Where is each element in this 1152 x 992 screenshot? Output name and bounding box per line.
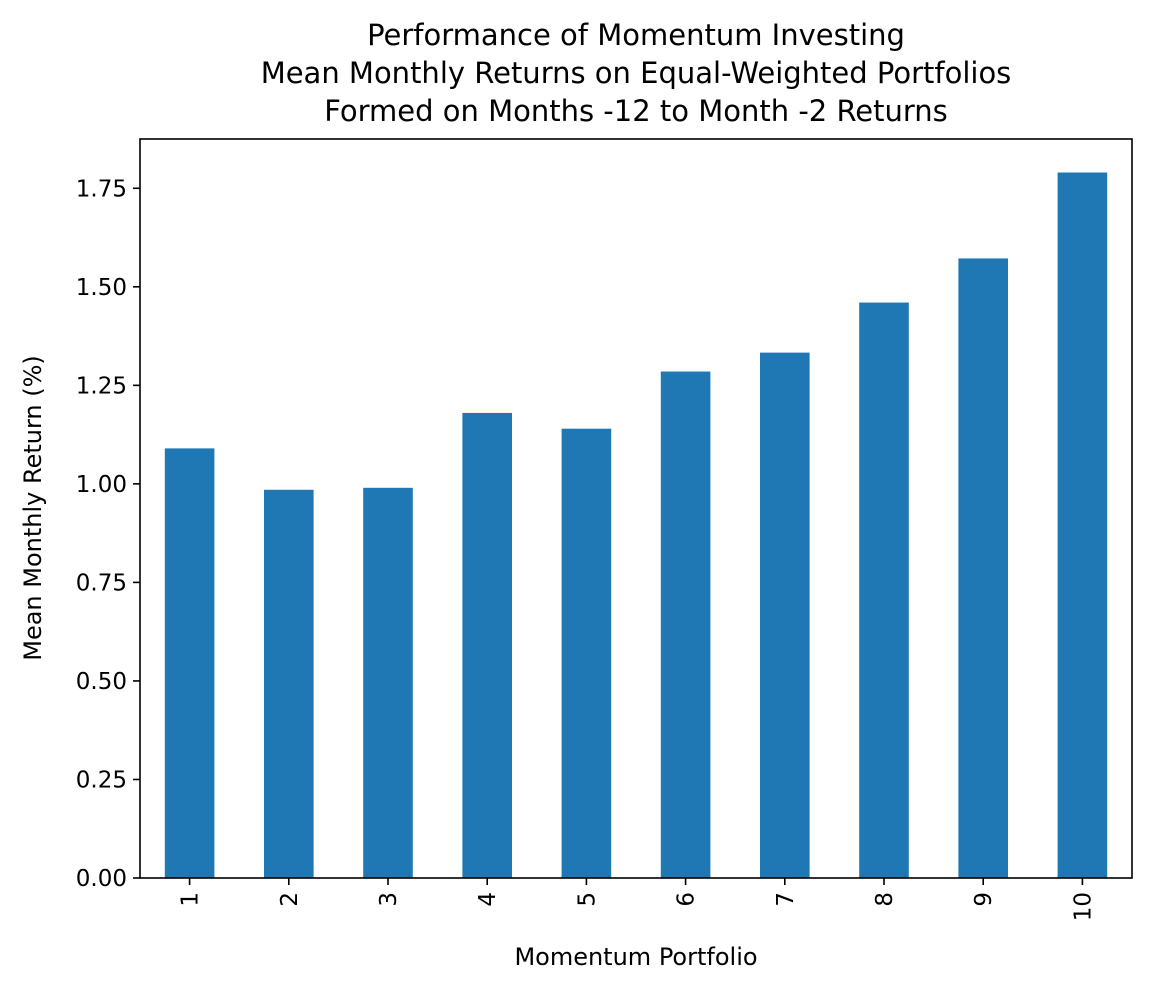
x-tick-label: 4 bbox=[475, 892, 501, 907]
y-tick-label: 1.75 bbox=[76, 176, 127, 202]
chart-title: Performance of Momentum Investing Mean M… bbox=[261, 18, 1012, 128]
y-tick-label: 0.00 bbox=[76, 866, 127, 892]
x-axis-label: Momentum Portfolio bbox=[514, 943, 757, 971]
x-tick-label: 6 bbox=[674, 892, 700, 907]
chart-title-line-2: Mean Monthly Returns on Equal-Weighted P… bbox=[261, 56, 1012, 90]
bar-1 bbox=[164, 448, 215, 878]
y-axis-label: Mean Monthly Return (%) bbox=[19, 355, 47, 661]
y-tick-label: 1.25 bbox=[76, 373, 127, 399]
bar-3 bbox=[363, 487, 413, 878]
x-tick-label: 10 bbox=[1070, 892, 1096, 921]
x-tick-label: 3 bbox=[376, 892, 402, 907]
x-tick-label: 8 bbox=[872, 892, 898, 907]
y-axis: 0.00 0.25 0.50 0.75 1.00 1.25 1.50 1.75 bbox=[76, 176, 140, 892]
x-tick-label: 1 bbox=[178, 892, 204, 907]
bar-6 bbox=[660, 371, 711, 878]
bar-8 bbox=[859, 302, 909, 879]
y-tick-label: 1.50 bbox=[76, 275, 127, 301]
x-tick-label: 7 bbox=[773, 892, 799, 907]
y-tick-label: 0.50 bbox=[76, 669, 127, 695]
plot-frame bbox=[139, 138, 1133, 879]
bar-5 bbox=[561, 428, 612, 878]
bar-9 bbox=[958, 258, 1008, 879]
chart-title-line-3: Formed on Months -12 to Month -2 Returns bbox=[324, 94, 948, 128]
bars-group bbox=[164, 172, 1108, 879]
bar-10 bbox=[1057, 172, 1108, 878]
bar-4 bbox=[462, 412, 512, 878]
chart-title-line-1: Performance of Momentum Investing bbox=[367, 18, 905, 52]
y-tick-label: 1.00 bbox=[76, 472, 127, 498]
y-tick-label: 0.75 bbox=[76, 570, 127, 596]
x-tick-label: 2 bbox=[277, 892, 303, 907]
x-tick-label: 5 bbox=[574, 892, 600, 907]
bar-2 bbox=[264, 489, 314, 878]
x-axis: 1 2 3 4 5 6 7 8 9 10 bbox=[178, 878, 1096, 921]
bar-7 bbox=[760, 352, 810, 879]
x-tick-label: 9 bbox=[971, 892, 997, 907]
y-tick-label: 0.25 bbox=[76, 767, 127, 793]
